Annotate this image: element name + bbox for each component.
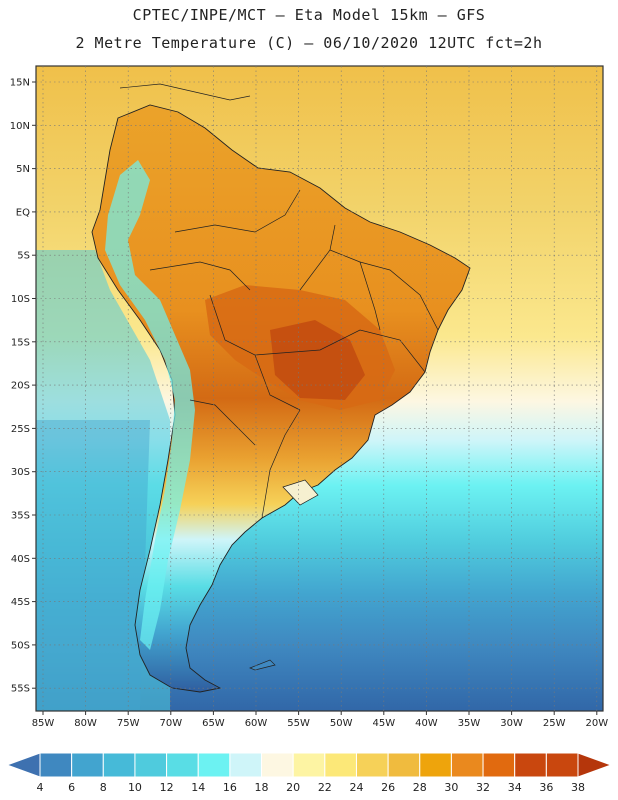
lat-tick-label: 55S [11,684,30,695]
lon-tick-label: 25W [543,718,566,729]
colorbar-label: 30 [444,781,458,794]
map-title-line1: CPTEC/INPE/MCT – Eta Model 15km – GFS [132,6,486,24]
lon-tick-label: 30W [500,718,523,729]
lat-tick-label: 5S [17,251,30,262]
lat-tick-label: 10N [10,121,30,132]
colorbar-swatch [39,752,73,778]
lat-tick-label: 10S [11,294,30,305]
colorbar-swatch [71,752,104,778]
colorbar-label: 8 [100,781,107,794]
colorbar-swatch [450,752,484,778]
lon-tick-label: 35W [458,718,481,729]
colorbar-swatch [355,752,389,778]
colorbar-swatch [197,752,231,778]
colorbar-swatch [387,752,421,778]
colorbar-label: 10 [128,781,142,794]
lon-tick-label: 70W [159,718,182,729]
lon-tick-label: 85W [32,718,55,729]
lon-tick-label: 65W [202,718,225,729]
colorbar-swatch [514,752,547,778]
lon-tick-label: 50W [330,718,353,729]
hottest-region [270,320,365,400]
colorbar-label: 12 [160,781,174,794]
lat-tick-label: 5N [16,164,30,175]
lagoa-dos-patos [282,479,319,506]
colorbar-label: 14 [191,781,205,794]
lat-tick-label: 30S [11,467,30,478]
colorbar-label: 36 [539,781,553,794]
colorbar-label: 26 [381,781,395,794]
lon-tick-label: 60W [245,718,268,729]
lon-tick-label: 80W [74,718,97,729]
colorbar-label: 32 [476,781,490,794]
lat-tick-label: 15N [10,78,30,89]
longitude-ticks: 85W 80W 75W 70W 65W 60W 55W 50W 45W 40W 35W 30W 25W 2… [32,711,608,729]
lon-tick-label: 20W [585,718,608,729]
lat-tick-label: 25S [11,424,30,435]
colorbar-label: 24 [349,781,363,794]
colorbar-label: 28 [413,781,427,794]
colorbar-swatch [482,752,516,778]
colorbar-swatch [261,752,294,778]
lon-tick-label: 45W [372,718,395,729]
lon-tick-label: 75W [117,718,140,729]
colorbar-label: 20 [286,781,300,794]
pacific-cold-band [36,420,150,711]
colorbar-label: 18 [255,781,269,794]
latitude-ticks: 15N 10N 5N EQ 5S 10S 15S 20S 25S 30S 35S 40S 45S 50S 5… [10,78,36,695]
pacific-cool-band [36,250,170,711]
colorbar-swatch [545,752,579,778]
colorbar-label: 22 [318,781,332,794]
colorbar-label: 34 [508,781,522,794]
map-frame [35,65,604,712]
colorbar-right-arrow [577,752,613,778]
colorbar-swatch [419,752,452,778]
lat-tick-label: 45S [11,597,30,608]
colorbar: 4 6 8 10 12 14 16 18 20 22 24 26 28 30 32 34 36 38 [5,752,613,794]
colorbar-swatch [102,752,136,778]
map-area [35,65,604,712]
lat-tick-label: 20S [11,381,30,392]
lat-tick-label: 15S [11,337,30,348]
colorbar-label: 16 [223,781,237,794]
caribbean-coast [119,83,251,101]
lat-tick-label: EQ [16,207,30,218]
colorbar-left-arrow [5,752,41,778]
country-borders [149,189,439,519]
lat-tick-label: 50S [11,640,30,651]
colorbar-label: 4 [37,781,44,794]
colorbar-label: 6 [68,781,75,794]
lat-tick-label: 35S [11,511,30,522]
andes-cool-strip [105,160,195,650]
map-title-line2: 2 Metre Temperature (C) – 06/10/2020 12U… [75,34,543,52]
colorbar-label: 38 [571,781,585,794]
falkland-islands [249,659,276,671]
south-america-land [91,104,471,693]
colorbar-swatch [324,752,357,778]
colorbar-swatch [229,752,263,778]
lon-tick-label: 40W [415,718,438,729]
lat-tick-label: 40S [11,554,30,565]
graticule [36,66,603,711]
colorbar-swatch [134,752,168,778]
colorbar-swatch [166,752,199,778]
colorbar-swatch [292,752,326,778]
lon-tick-label: 55W [287,718,310,729]
